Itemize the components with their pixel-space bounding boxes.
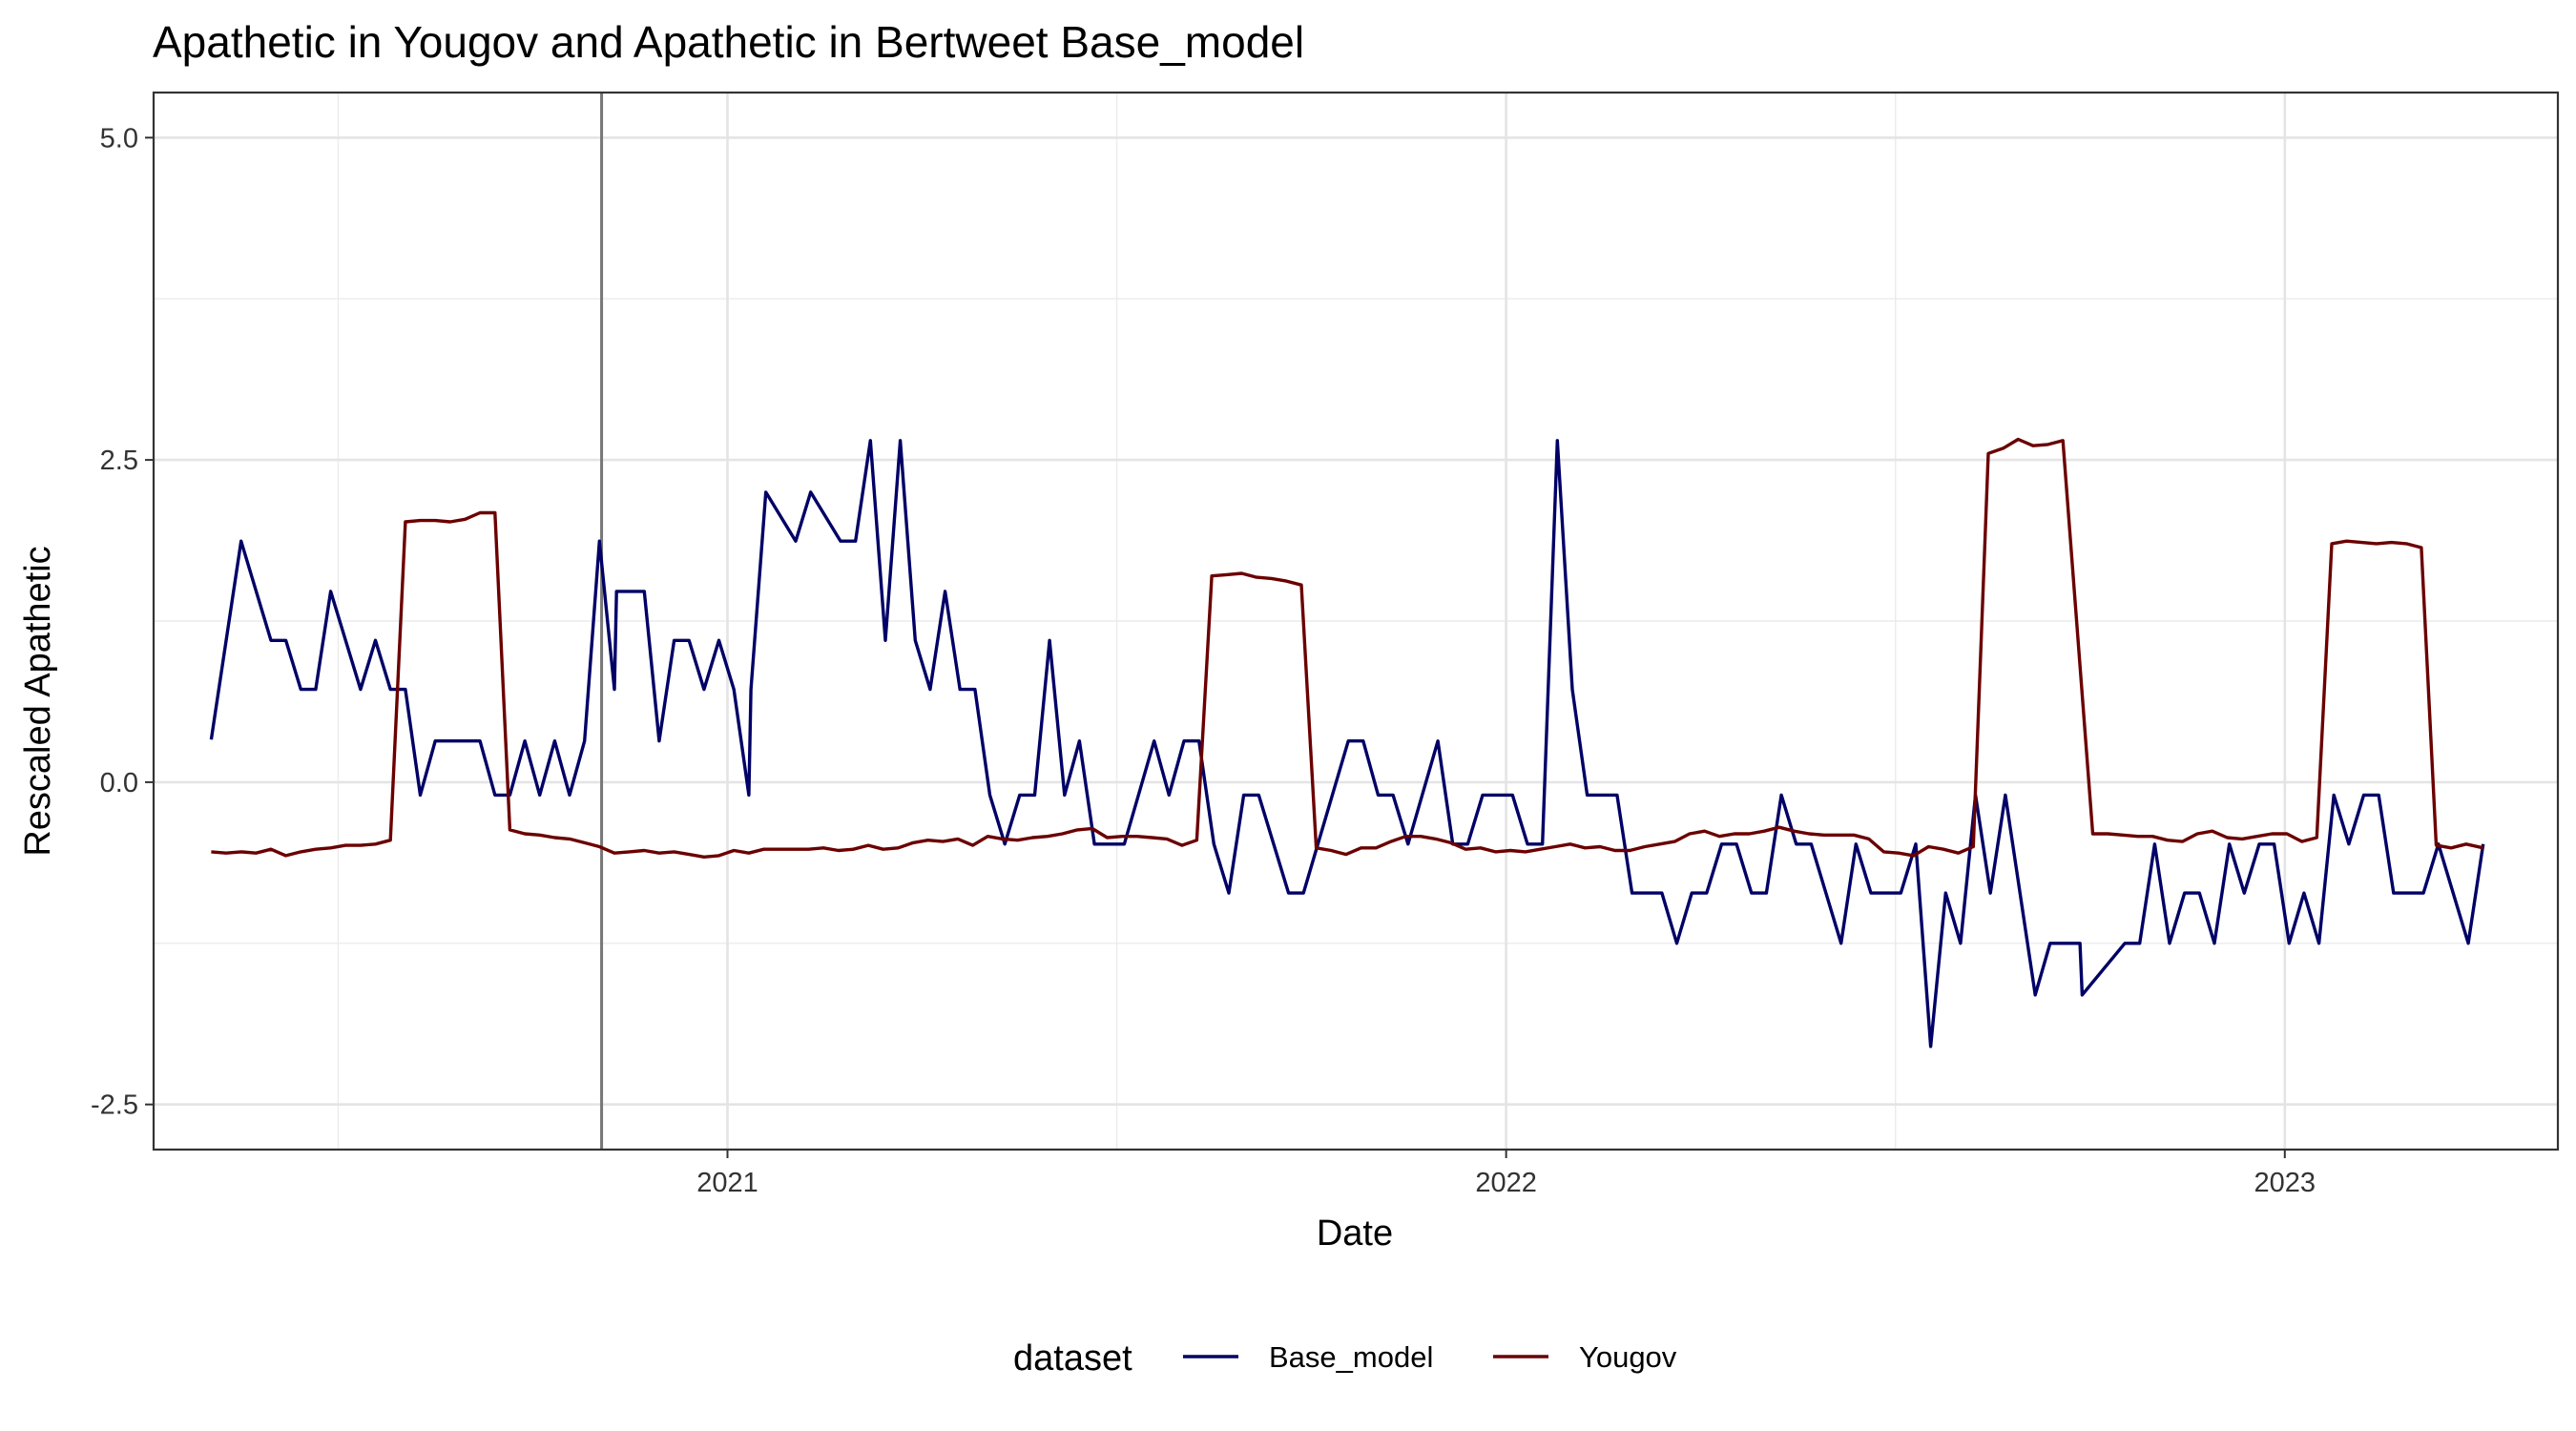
plot-border bbox=[152, 91, 2560, 1151]
legend: dataset Base_model Yougov bbox=[1013, 1338, 1677, 1379]
grid-lines bbox=[154, 93, 2558, 1150]
y-axis-title: Rescaled Apathetic bbox=[18, 546, 58, 856]
x-tick-label: 2021 bbox=[696, 1168, 758, 1198]
x-tick-label: 2022 bbox=[1475, 1168, 1537, 1198]
x-tick-label: 2023 bbox=[2254, 1168, 2316, 1198]
y-tick-label: 5.0 bbox=[100, 123, 138, 154]
y-tick-label: 2.5 bbox=[100, 446, 138, 476]
series-layer bbox=[209, 437, 2485, 1048]
plot-frame bbox=[152, 91, 2560, 1151]
series-line-yougov bbox=[211, 437, 2484, 859]
y-tick-label: 0.0 bbox=[100, 768, 138, 798]
y-tick-label: -2.5 bbox=[91, 1090, 138, 1121]
chart-title: Apathetic in Yougov and Apathetic in Ber… bbox=[153, 17, 1304, 67]
legend-label-base-model: Base_model bbox=[1269, 1340, 1433, 1374]
legend-title: dataset bbox=[1013, 1338, 1132, 1379]
legend-label-yougov: Yougov bbox=[1579, 1340, 1677, 1374]
axis-ticks: 5.0 2.5 0.0 -2.5 2021 2022 2023 bbox=[91, 123, 2316, 1198]
x-axis-title: Date bbox=[1317, 1213, 1393, 1254]
series-line-base-model bbox=[209, 439, 2485, 1048]
